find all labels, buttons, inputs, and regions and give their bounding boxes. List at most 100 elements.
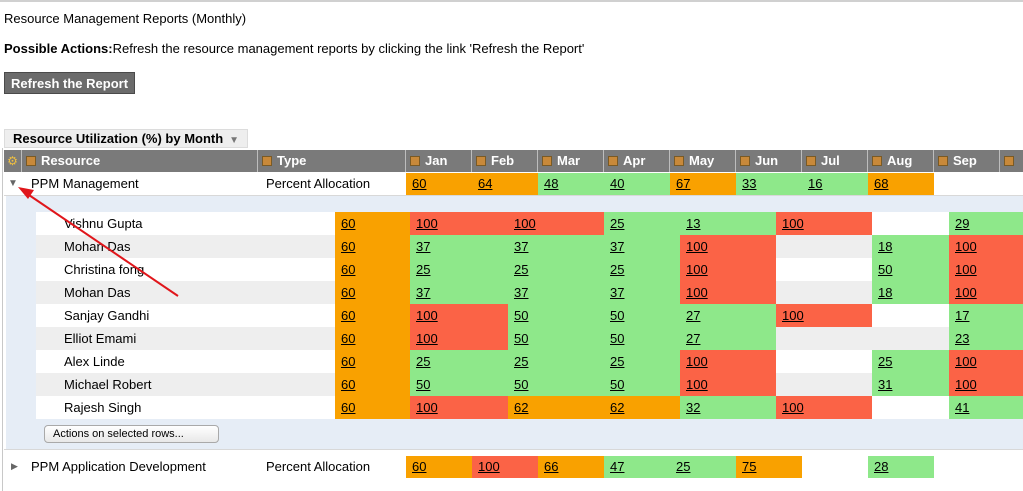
value-link[interactable]: 37 bbox=[416, 239, 431, 254]
group-value-cell[interactable]: 16 bbox=[802, 173, 868, 195]
member-value-cell[interactable]: 60 bbox=[335, 281, 410, 304]
member-row[interactable]: Mohan Das 60 37 37 37 100 18 100 bbox=[36, 235, 1023, 258]
member-value-cell[interactable]: 100 bbox=[949, 350, 1023, 373]
value-link[interactable]: 60 bbox=[341, 239, 356, 254]
member-row[interactable]: Mohan Das 60 37 37 37 100 18 100 bbox=[36, 281, 1023, 304]
value-link[interactable]: 50 bbox=[610, 308, 625, 323]
column-header-aug[interactable]: Aug bbox=[868, 150, 934, 172]
group-value-cell[interactable]: 60 bbox=[406, 173, 472, 195]
value-link[interactable]: 50 bbox=[610, 331, 625, 346]
member-row[interactable]: Rajesh Singh 60 100 62 62 32 100 41 bbox=[36, 396, 1023, 419]
member-row[interactable]: Christina fong 60 25 25 25 100 50 100 bbox=[36, 258, 1023, 281]
member-value-cell[interactable]: 50 bbox=[604, 304, 680, 327]
member-value-cell[interactable]: 50 bbox=[410, 373, 508, 396]
value-link[interactable]: 100 bbox=[514, 216, 536, 231]
value-link[interactable]: 25 bbox=[610, 354, 625, 369]
value-link[interactable]: 60 bbox=[341, 400, 356, 415]
member-value-cell[interactable]: 100 bbox=[680, 258, 776, 281]
value-link[interactable]: 60 bbox=[341, 308, 356, 323]
member-value-cell[interactable]: 18 bbox=[872, 281, 949, 304]
value-link[interactable]: 100 bbox=[478, 459, 500, 474]
member-value-cell[interactable]: 37 bbox=[508, 235, 604, 258]
member-value-cell[interactable]: 50 bbox=[508, 304, 604, 327]
group-value-cell[interactable]: 48 bbox=[538, 173, 604, 195]
value-link[interactable]: 25 bbox=[416, 354, 431, 369]
member-value-cell[interactable]: 60 bbox=[335, 327, 410, 350]
group-value-cell[interactable]: 64 bbox=[472, 173, 538, 195]
value-link[interactable]: 100 bbox=[955, 377, 977, 392]
member-value-cell[interactable]: 25 bbox=[410, 258, 508, 281]
value-link[interactable]: 66 bbox=[544, 459, 559, 474]
member-value-cell[interactable]: 17 bbox=[949, 304, 1023, 327]
group-value-cell[interactable]: 40 bbox=[604, 173, 670, 195]
group-value-cell[interactable]: 47 bbox=[604, 456, 670, 478]
value-link[interactable]: 100 bbox=[686, 239, 708, 254]
value-link[interactable]: 60 bbox=[412, 176, 427, 191]
member-value-cell[interactable]: 18 bbox=[872, 235, 949, 258]
member-value-cell[interactable]: 100 bbox=[949, 281, 1023, 304]
value-link[interactable]: 60 bbox=[341, 216, 356, 231]
member-value-cell[interactable]: 100 bbox=[949, 258, 1023, 281]
member-value-cell[interactable]: 37 bbox=[508, 281, 604, 304]
value-link[interactable]: 100 bbox=[782, 400, 804, 415]
member-value-cell[interactable]: 62 bbox=[604, 396, 680, 419]
value-link[interactable]: 16 bbox=[808, 176, 823, 191]
column-header-jan[interactable]: Jan bbox=[406, 150, 472, 172]
value-link[interactable]: 60 bbox=[341, 331, 356, 346]
value-link[interactable]: 37 bbox=[610, 239, 625, 254]
value-link[interactable]: 18 bbox=[878, 285, 893, 300]
member-value-cell[interactable]: 100 bbox=[508, 212, 604, 235]
column-header-may[interactable]: May bbox=[670, 150, 736, 172]
value-link[interactable]: 100 bbox=[416, 308, 438, 323]
member-value-cell[interactable]: 32 bbox=[680, 396, 776, 419]
value-link[interactable]: 100 bbox=[686, 354, 708, 369]
member-value-cell[interactable]: 50 bbox=[508, 373, 604, 396]
value-link[interactable]: 100 bbox=[955, 354, 977, 369]
member-value-cell[interactable]: 100 bbox=[776, 304, 872, 327]
group-value-cell[interactable]: 75 bbox=[736, 456, 802, 478]
expand-triangle-icon[interactable]: ▶ bbox=[11, 461, 18, 471]
chevron-down-icon[interactable]: ▼ bbox=[229, 135, 240, 146]
value-link[interactable]: 64 bbox=[478, 176, 493, 191]
member-value-cell[interactable]: 25 bbox=[410, 350, 508, 373]
value-link[interactable]: 29 bbox=[955, 216, 970, 231]
member-value-cell[interactable]: 60 bbox=[335, 373, 410, 396]
refresh-report-button[interactable]: Refresh the Report bbox=[4, 72, 136, 94]
group-value-cell[interactable]: 67 bbox=[670, 173, 736, 195]
member-value-cell[interactable]: 37 bbox=[410, 281, 508, 304]
value-link[interactable]: 50 bbox=[878, 262, 893, 277]
member-value-cell[interactable]: 60 bbox=[335, 396, 410, 419]
group-value-cell[interactable]: 66 bbox=[538, 456, 604, 478]
member-value-cell[interactable]: 50 bbox=[604, 373, 680, 396]
member-value-cell[interactable]: 27 bbox=[680, 304, 776, 327]
column-header-sep[interactable]: Sep bbox=[934, 150, 1000, 172]
member-row[interactable]: Michael Robert 60 50 50 50 100 31 100 bbox=[36, 373, 1023, 396]
value-link[interactable]: 100 bbox=[416, 331, 438, 346]
value-link[interactable]: 18 bbox=[878, 239, 893, 254]
value-link[interactable]: 27 bbox=[686, 331, 701, 346]
resource-utilization-tab[interactable]: Resource Utilization (%) by Month ▼ bbox=[4, 129, 248, 148]
member-value-cell[interactable]: 62 bbox=[508, 396, 604, 419]
member-value-cell[interactable]: 25 bbox=[604, 212, 680, 235]
value-link[interactable]: 50 bbox=[514, 331, 529, 346]
value-link[interactable]: 62 bbox=[610, 400, 625, 415]
value-link[interactable]: 100 bbox=[955, 262, 977, 277]
value-link[interactable]: 67 bbox=[676, 176, 691, 191]
column-header-jul[interactable]: Jul bbox=[802, 150, 868, 172]
value-link[interactable]: 100 bbox=[955, 285, 977, 300]
column-header-feb[interactable]: Feb bbox=[472, 150, 538, 172]
value-link[interactable]: 41 bbox=[955, 400, 970, 415]
actions-on-selected-rows-select[interactable]: Actions on selected rows... bbox=[44, 425, 219, 443]
value-link[interactable]: 50 bbox=[416, 377, 431, 392]
member-value-cell[interactable]: 23 bbox=[949, 327, 1023, 350]
value-link[interactable]: 100 bbox=[416, 216, 438, 231]
member-value-cell[interactable]: 37 bbox=[604, 281, 680, 304]
value-link[interactable]: 33 bbox=[742, 176, 757, 191]
group-value-cell[interactable]: 25 bbox=[670, 456, 736, 478]
value-link[interactable]: 100 bbox=[686, 285, 708, 300]
member-value-cell[interactable]: 60 bbox=[335, 350, 410, 373]
group-value-cell[interactable]: 33 bbox=[736, 173, 802, 195]
member-value-cell[interactable]: 100 bbox=[410, 396, 508, 419]
member-value-cell[interactable]: 50 bbox=[604, 327, 680, 350]
value-link[interactable]: 37 bbox=[610, 285, 625, 300]
